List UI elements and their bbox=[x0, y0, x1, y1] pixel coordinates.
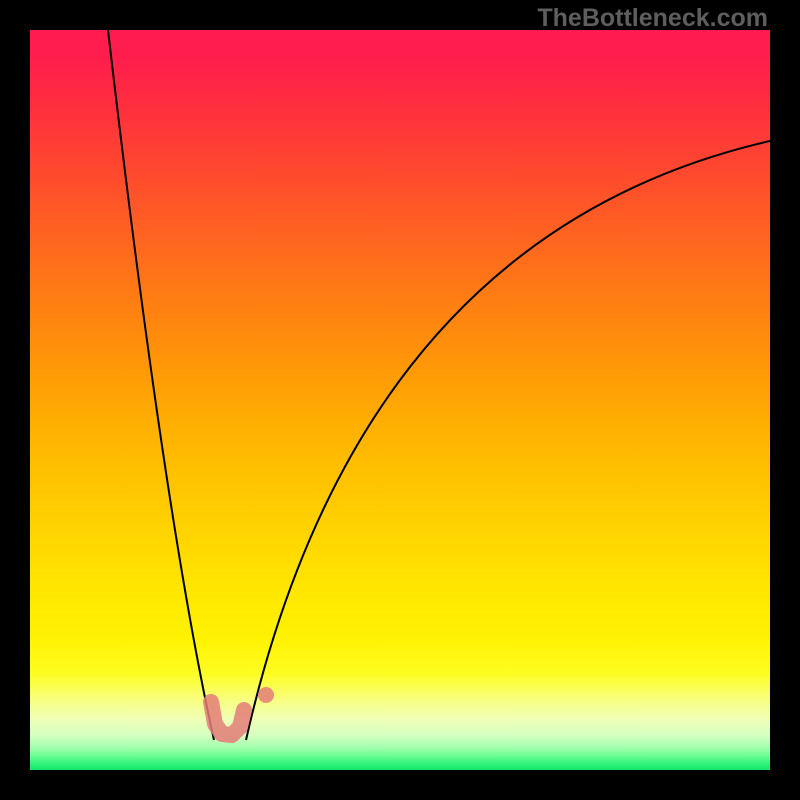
marker-u-shape bbox=[211, 702, 244, 735]
marker-dot bbox=[258, 687, 274, 703]
right-curve bbox=[246, 141, 770, 740]
left-curve bbox=[108, 30, 214, 740]
watermark-label: TheBottleneck.com bbox=[537, 4, 768, 33]
chart-stage: TheBottleneck.com bbox=[0, 0, 800, 800]
curves-layer bbox=[0, 0, 800, 800]
